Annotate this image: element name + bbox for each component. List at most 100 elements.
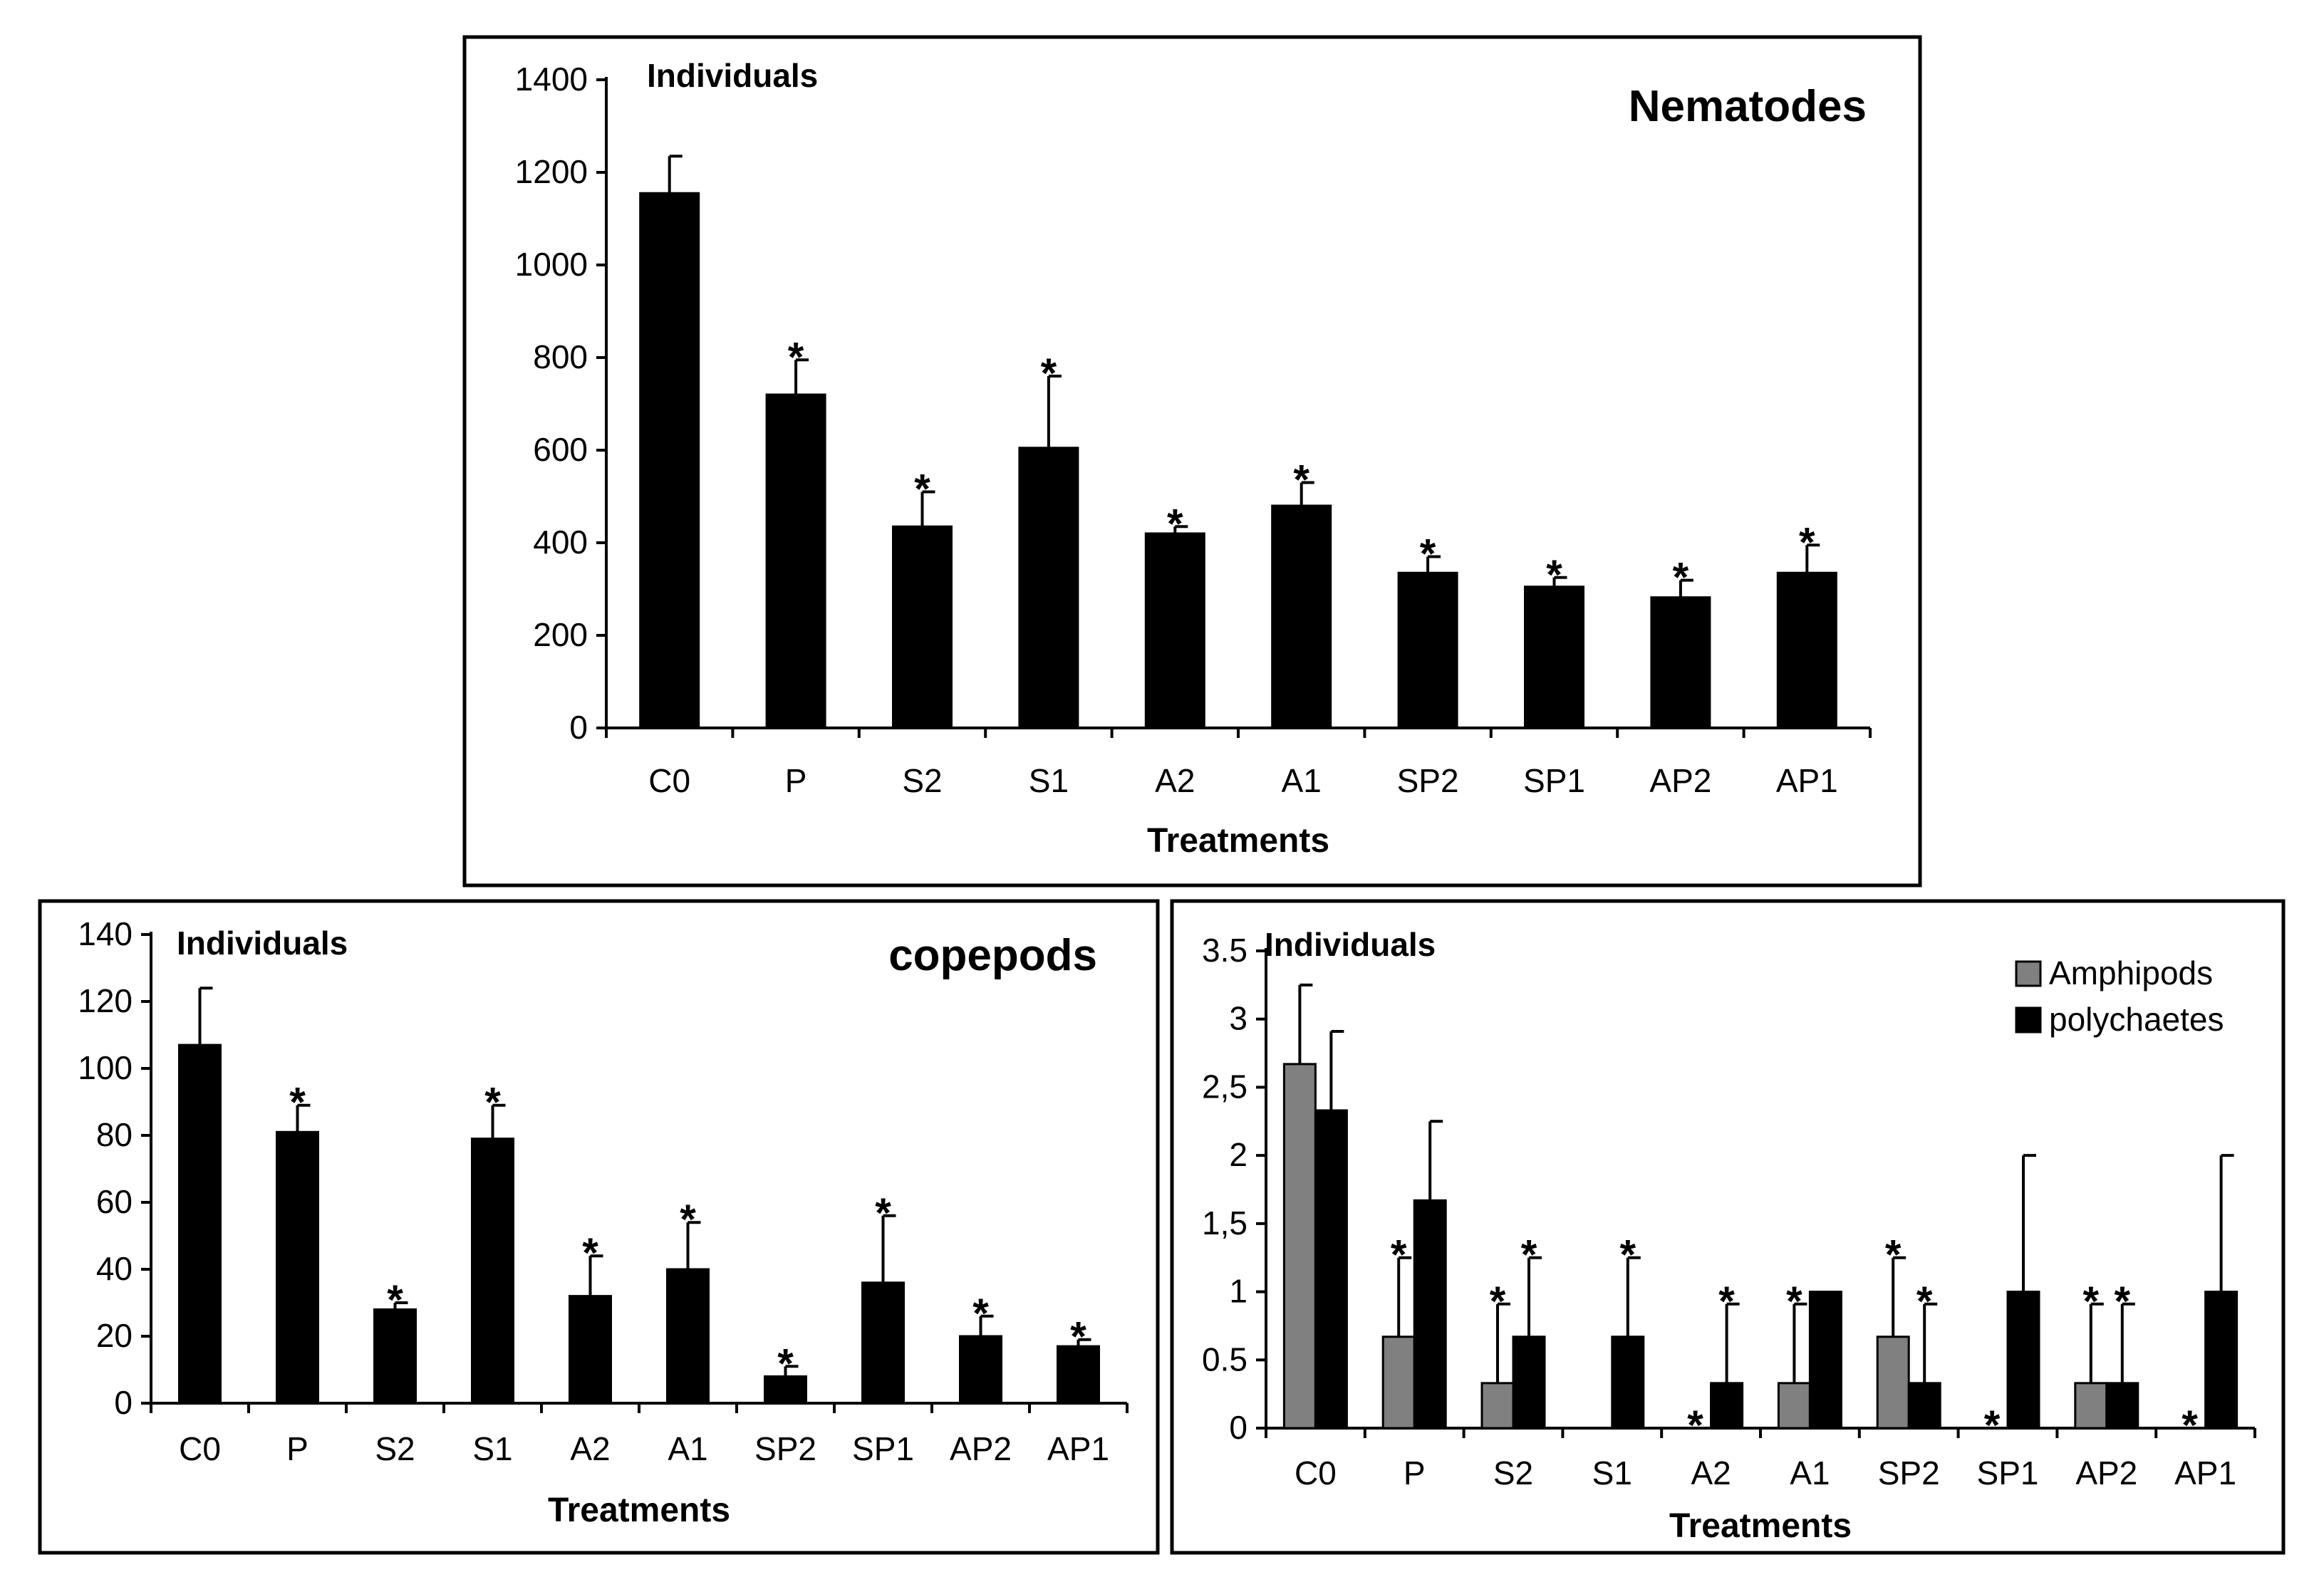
x-category-label: SP1 — [852, 1430, 914, 1467]
y-tick-label: 200 — [533, 616, 588, 653]
bar-c0 — [1282, 1063, 1317, 1430]
bar-sp2 — [1907, 1382, 1941, 1430]
y-axis-unit-label: Individuals — [177, 925, 348, 962]
y-axis-unit-label: Individuals — [647, 57, 818, 94]
bar-s2 — [373, 1308, 417, 1405]
x-category-label: SP2 — [1878, 1454, 1940, 1492]
x-category-label: C0 — [1295, 1454, 1337, 1492]
significance-star: * — [582, 1230, 598, 1276]
panel-frame — [1170, 899, 2286, 1555]
panel-frame — [38, 899, 1160, 1555]
y-tick-label: 1000 — [515, 246, 588, 283]
significance-star: * — [1718, 1279, 1735, 1325]
panel-frame — [462, 35, 1922, 887]
chart-title: Nematodes — [1629, 82, 1867, 131]
legend-label: Amphipods — [2049, 954, 2213, 991]
significance-star: * — [1687, 1402, 1703, 1449]
y-tick-label: 0 — [1229, 1409, 1247, 1446]
significance-star: * — [1916, 1279, 1933, 1325]
significance-star: * — [2115, 1279, 2131, 1325]
bar-c0 — [1314, 1109, 1348, 1430]
bar-ap1 — [1776, 571, 1837, 729]
x-category-label: AP1 — [2174, 1454, 2236, 1492]
y-tick-label: 1 — [1229, 1273, 1247, 1310]
significance-star: * — [972, 1291, 989, 1337]
y-tick-label: 800 — [533, 338, 588, 375]
bar-sp2 — [1397, 571, 1458, 729]
x-category-label: P — [1404, 1454, 1426, 1492]
bar-sp1 — [2006, 1291, 2040, 1430]
x-category-label: S2 — [1493, 1454, 1533, 1492]
legend-label: polychaetes — [2049, 1001, 2224, 1038]
bar-p — [1381, 1336, 1416, 1430]
x-category-label: AP2 — [2075, 1454, 2137, 1492]
bar-s1 — [471, 1138, 514, 1405]
x-category-label: AP1 — [1047, 1430, 1109, 1467]
y-tick-label: 2 — [1229, 1136, 1247, 1173]
x-category-label: SP1 — [1977, 1454, 2039, 1492]
bar-sp2 — [1876, 1336, 1910, 1430]
y-tick-label: 2,5 — [1202, 1068, 1247, 1105]
y-tick-label: 3 — [1229, 1000, 1247, 1037]
y-tick-label: 0 — [114, 1384, 133, 1421]
bar-ap2 — [2074, 1382, 2108, 1430]
x-category-label: P — [785, 762, 807, 799]
bar-sp1 — [1524, 585, 1584, 729]
significance-star: * — [387, 1277, 403, 1323]
x-category-label: A2 — [1691, 1454, 1731, 1492]
bar-sp2 — [764, 1375, 807, 1405]
bar-c0 — [639, 192, 700, 729]
y-tick-label: 1,5 — [1202, 1204, 1247, 1242]
significance-star: * — [914, 467, 930, 513]
significance-star: * — [1786, 1279, 1802, 1325]
significance-star: * — [1490, 1279, 1506, 1325]
y-tick-label: 20 — [96, 1317, 133, 1354]
bar-ap1 — [2204, 1291, 2239, 1430]
bar-a2 — [1144, 532, 1205, 729]
legend: Amphipods polychaetes — [2015, 954, 2224, 1038]
x-category-label: S1 — [1592, 1454, 1632, 1492]
x-category-label: S2 — [375, 1430, 415, 1467]
bar-c0 — [178, 1043, 222, 1405]
bar-s2 — [1512, 1336, 1546, 1430]
significance-star: * — [788, 334, 804, 380]
bar-s1 — [1611, 1336, 1645, 1430]
significance-star: * — [1546, 552, 1562, 598]
significance-star: * — [1885, 1232, 1902, 1279]
bar-s1 — [1018, 447, 1079, 729]
significance-star: * — [2182, 1402, 2198, 1449]
significance-star: * — [484, 1080, 501, 1126]
significance-star: * — [1521, 1232, 1537, 1279]
x-category-label: AP2 — [950, 1430, 1012, 1467]
y-tick-label: 0.5 — [1202, 1341, 1247, 1378]
x-category-label: A2 — [1155, 762, 1195, 799]
significance-star: * — [1673, 555, 1689, 601]
significance-star: * — [1799, 519, 1815, 566]
bar-ap2 — [2105, 1382, 2139, 1430]
legend-swatch — [2015, 1006, 2042, 1034]
x-axis-title: Treatments — [1669, 1507, 1852, 1545]
bar-a1 — [1777, 1382, 1811, 1430]
y-tick-label: 40 — [96, 1250, 133, 1287]
y-tick-label: 100 — [78, 1049, 133, 1086]
bar-sp1 — [861, 1281, 905, 1405]
x-category-label: C0 — [179, 1430, 221, 1467]
x-category-label: A1 — [668, 1430, 707, 1467]
bar-a1 — [1271, 504, 1332, 729]
y-tick-label: 80 — [96, 1116, 133, 1153]
y-tick-label: 3.5 — [1202, 932, 1247, 969]
bar-s2 — [892, 525, 953, 729]
y-tick-label: 0 — [569, 709, 588, 746]
x-category-label: AP2 — [1649, 762, 1711, 799]
chart-amphipods-polychaetes: 0 0.5 1 1,5 2 2,5 3 3.5 C0 P S2 S1 A2 A1 SP2 SP1 AP2 AP1 T… — [1170, 899, 2286, 1555]
bar-ap2 — [1650, 596, 1711, 729]
bar-a2 — [1710, 1382, 1744, 1430]
significance-star: * — [680, 1197, 696, 1243]
y-tick-label: 60 — [96, 1183, 133, 1220]
bar-p — [1413, 1199, 1447, 1430]
chart-copepods: 0 20 40 60 80 100 120 140 C0 P S2 S1 A2 A1 SP2 SP1 AP2 AP… — [38, 899, 1160, 1555]
significance-star: * — [1620, 1232, 1636, 1279]
significance-star: * — [875, 1190, 891, 1237]
bar-s2 — [1480, 1382, 1515, 1430]
